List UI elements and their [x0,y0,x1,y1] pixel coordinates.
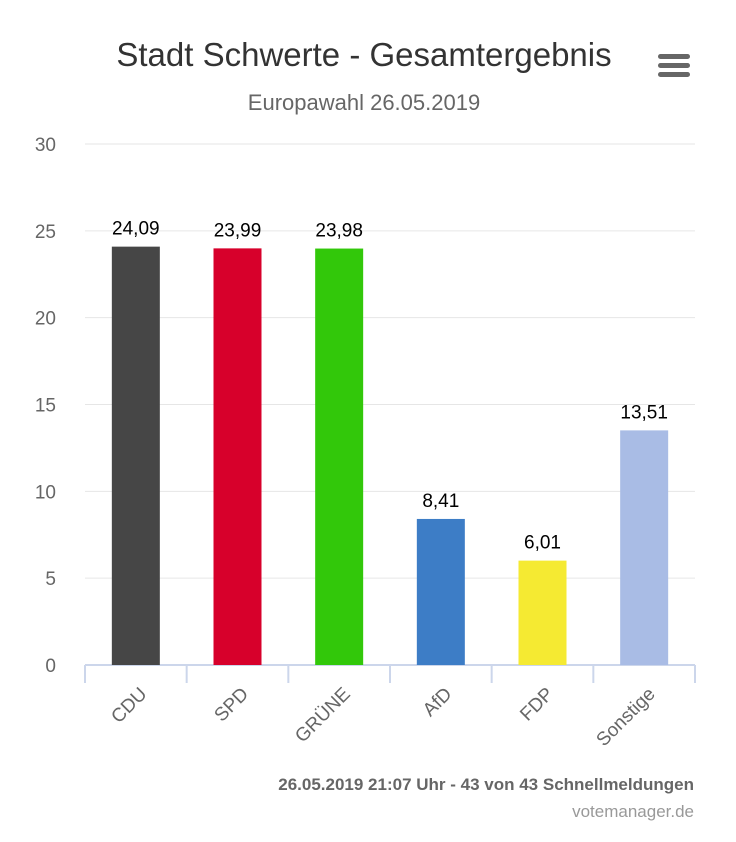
hamburger-menu-icon[interactable] [654,50,694,82]
bar-fdp [518,560,567,665]
y-tick-label: 30 [35,135,56,156]
y-tick-label: 0 [45,656,56,677]
chart-title: Stadt Schwerte - Gesamtergebnis [116,36,612,73]
y-tick-label: 15 [35,396,56,417]
data-label: 13,51 [620,402,668,423]
credits-status: 26.05.2019 21:07 Uhr - 43 von 43 Schnell… [278,775,694,794]
bar-grüne [315,248,364,665]
data-label: 23,99 [214,220,262,241]
credits-source[interactable]: votemanager.de [572,802,694,821]
bar-afd [416,518,465,665]
bar-sonstige [620,430,669,665]
data-label: 24,09 [112,219,160,240]
y-tick-label: 25 [35,222,56,243]
bar-spd [213,248,262,666]
x-tick-label: GRÜNE [291,684,354,747]
x-tick-label: SPD [211,684,253,726]
x-tick-label: AfD [419,684,456,721]
data-label: 23,98 [315,221,363,242]
data-label: 6,01 [524,533,561,554]
x-tick-label: FDP [516,684,558,726]
y-tick-label: 5 [45,569,56,590]
x-tick-label: Sonstige [593,684,660,751]
data-label: 8,41 [422,491,459,512]
y-tick-label: 20 [35,309,56,330]
chart-subtitle: Europawahl 26.05.2019 [247,90,481,115]
bar-cdu [111,246,160,665]
menu-line [658,63,690,68]
chart-plot: 0 5 10 15 20 25 30 24,09 CDU 23,99 SPD 23,98 GRÜNE 8,… [35,135,696,751]
menu-line [658,72,690,77]
y-tick-label: 10 [35,482,56,503]
x-tick-label: CDU [107,684,151,728]
menu-line [658,54,690,59]
